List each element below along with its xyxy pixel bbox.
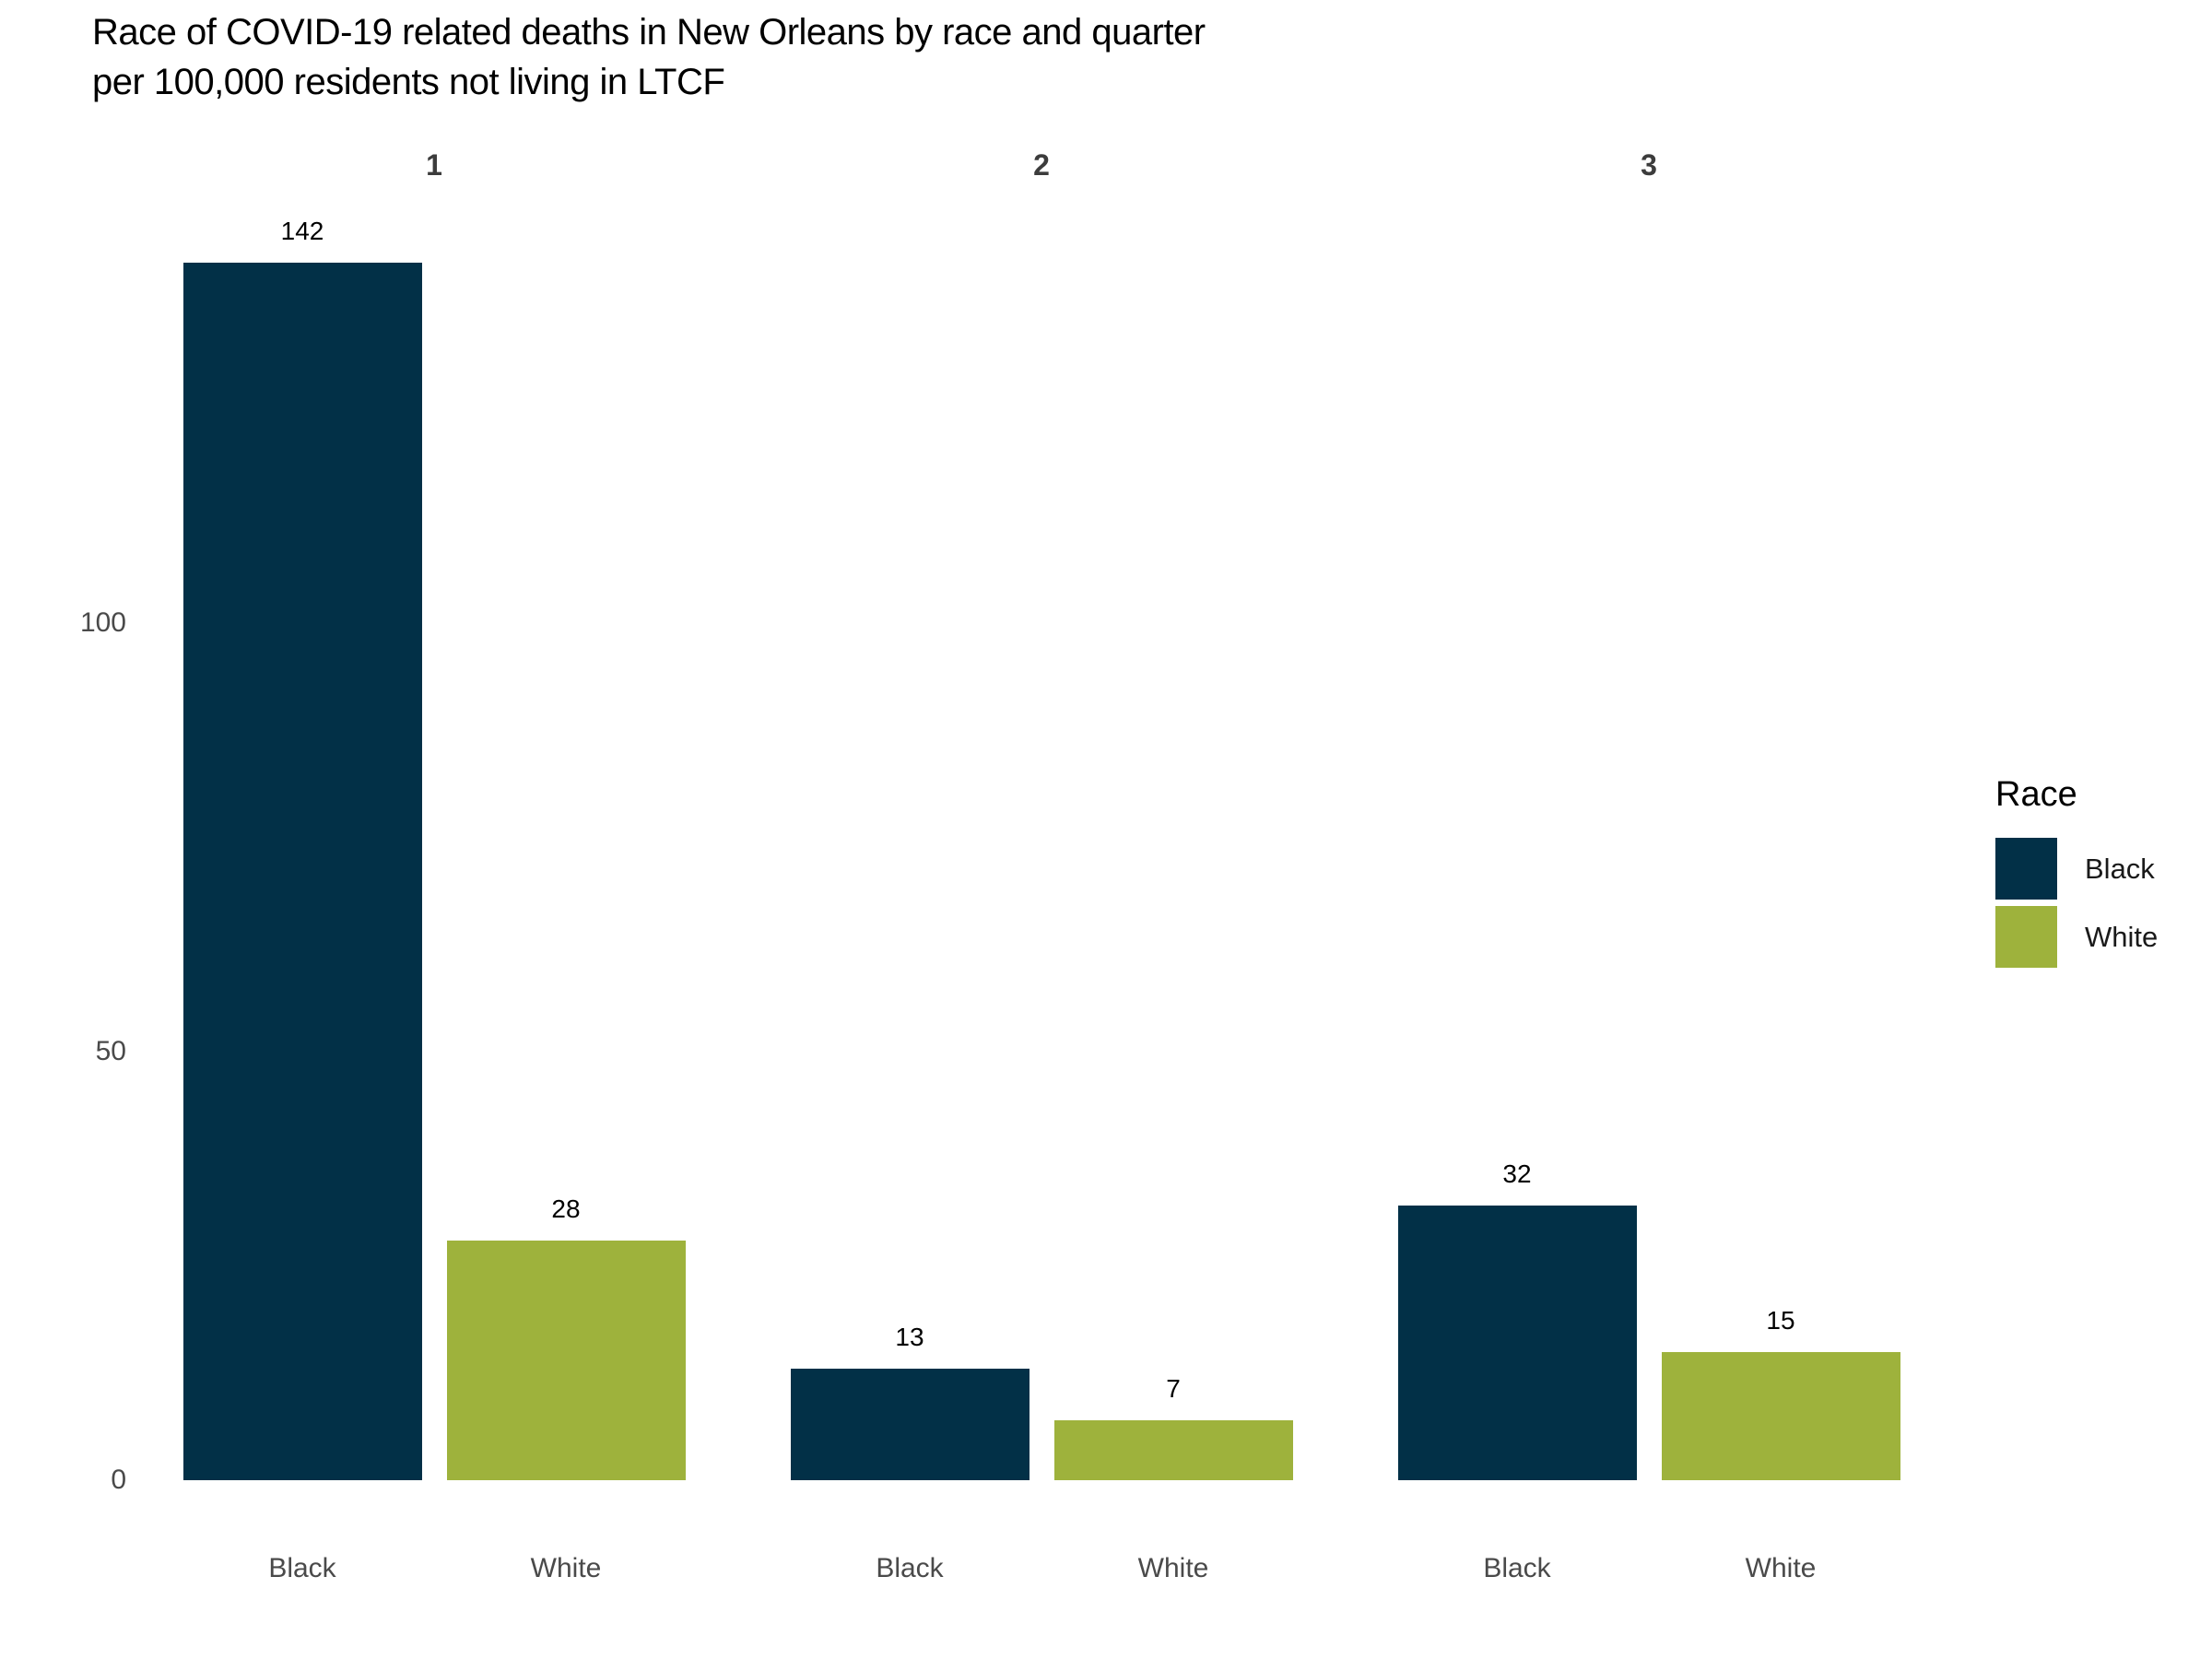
- value-label-white-quarter-1: 28: [551, 1194, 581, 1223]
- value-label-black-quarter-3: 32: [1502, 1159, 1532, 1189]
- legend-label-white: White: [2085, 920, 2159, 953]
- x-axis-label-white-quarter-3: White: [1745, 1553, 1817, 1583]
- chart-title-line1: Race of COVID-19 related deaths in New O…: [92, 12, 1206, 53]
- bar-black-quarter-1: [182, 263, 422, 1480]
- white-series-swatch: [1995, 906, 2057, 968]
- value-label-black-quarter-2: 13: [895, 1323, 924, 1352]
- facet-strip-label-3: 3: [1641, 148, 1657, 182]
- value-label-white-quarter-3: 15: [1766, 1305, 1795, 1335]
- x-axis-label-black-quarter-2: Black: [876, 1553, 944, 1583]
- legend-item-white: White: [1995, 906, 2158, 968]
- x-axis-label-white-quarter-1: White: [530, 1553, 602, 1583]
- bar-black-quarter-3: [1397, 1206, 1637, 1480]
- facet-strip-label-2: 2: [1033, 148, 1050, 182]
- legend-label-black: Black: [2085, 852, 2155, 885]
- black-series-swatch: [1995, 838, 2057, 900]
- value-label-black-quarter-1: 142: [280, 217, 324, 246]
- bar-white-quarter-2: [1053, 1419, 1293, 1480]
- x-axis-label-black-quarter-3: Black: [1483, 1553, 1551, 1583]
- facet-strip-label-1: 1: [426, 148, 442, 182]
- chart-title-line2: per 100,000 residents not living in LTCF: [92, 62, 725, 102]
- chart-title: Race of COVID-19 related deaths in New O…: [92, 7, 1206, 107]
- legend-title: Race: [1995, 775, 2077, 814]
- legend-item-black: Black: [1995, 838, 2158, 900]
- bar-white-quarter-3: [1661, 1351, 1900, 1480]
- x-axis-label-black-quarter-1: Black: [268, 1553, 336, 1583]
- bar-white-quarter-1: [446, 1240, 686, 1480]
- y-tick-label-50: 50: [95, 1036, 126, 1066]
- legend: Race Black White: [1995, 772, 2158, 974]
- y-tick-label-0: 0: [111, 1465, 126, 1495]
- value-label-white-quarter-2: 7: [1166, 1373, 1181, 1403]
- y-tick-label-100: 100: [79, 607, 126, 638]
- bar-black-quarter-2: [790, 1369, 1030, 1480]
- x-axis-label-white-quarter-2: White: [1137, 1553, 1209, 1583]
